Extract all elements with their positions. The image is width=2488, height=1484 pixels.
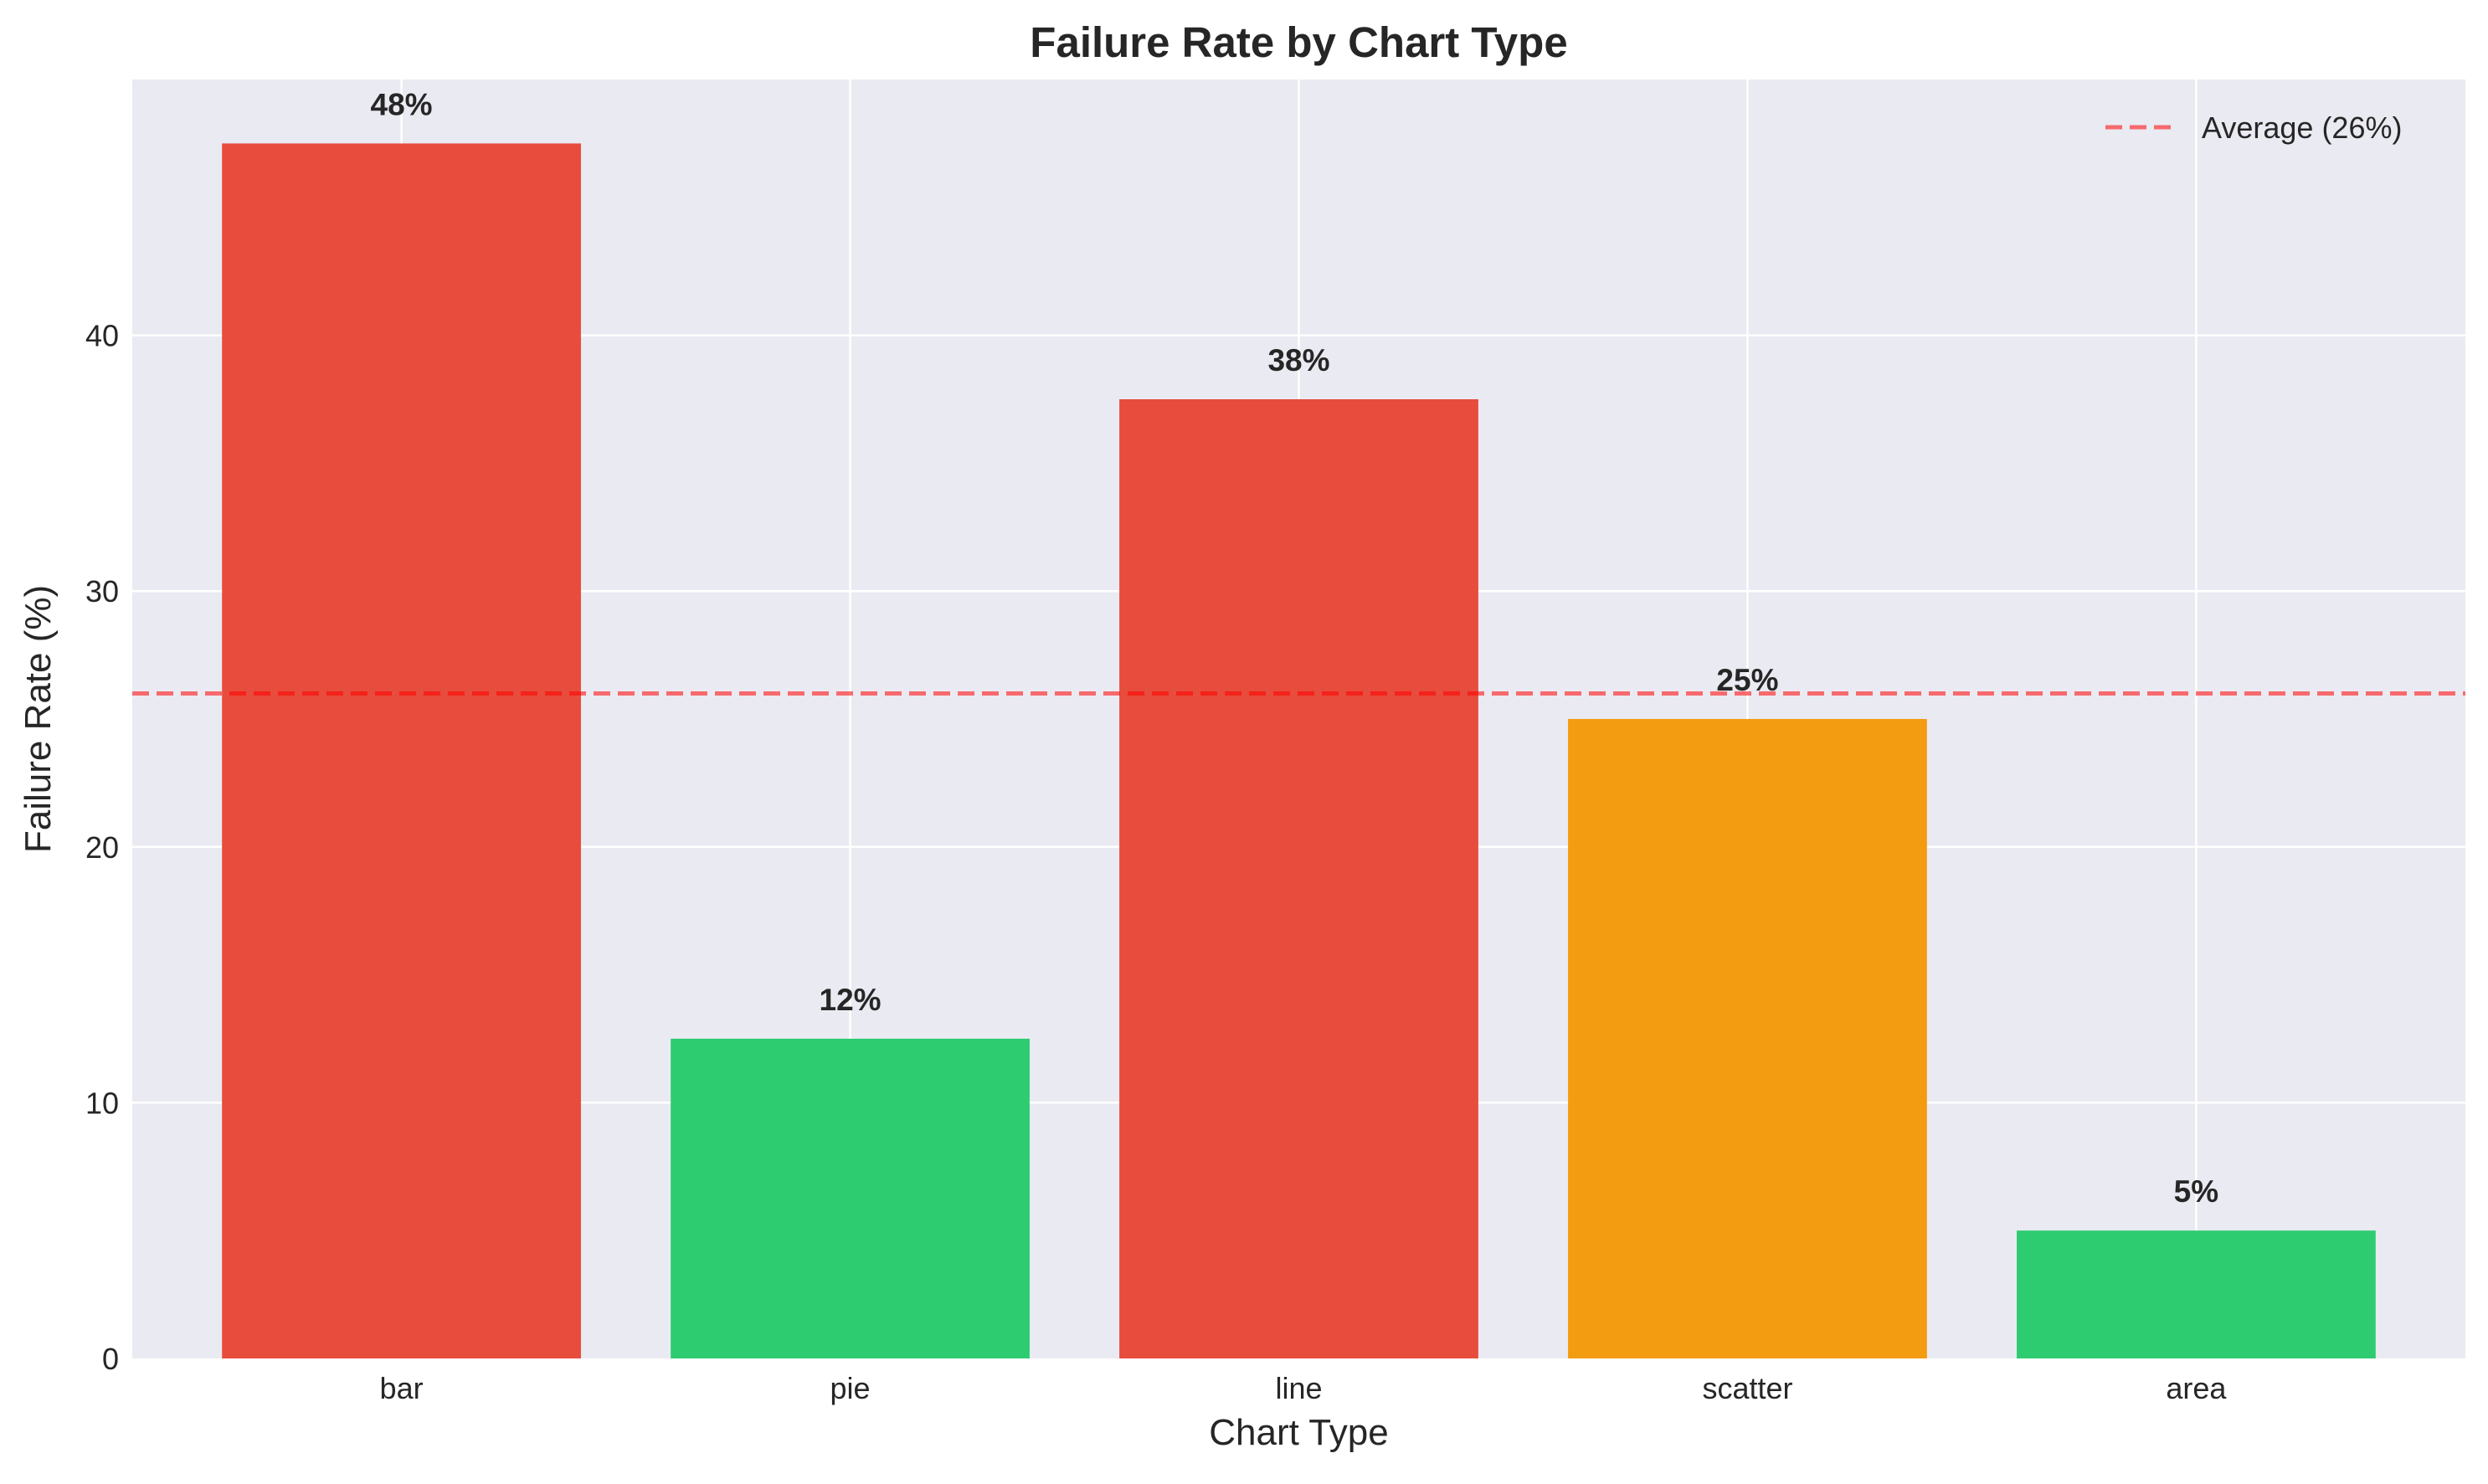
y-tick-label: 20 (85, 830, 119, 865)
data-label-line: 38% (1267, 343, 1329, 377)
x-tick-label-line: line (1275, 1371, 1322, 1405)
data-label-area: 5% (2174, 1174, 2218, 1209)
bar-line (1119, 399, 1478, 1358)
x-tick-label-area: area (2166, 1371, 2227, 1405)
y-tick-label: 30 (85, 574, 119, 608)
data-label-bar: 48% (371, 87, 433, 121)
chart-title: Failure Rate by Chart Type (1030, 18, 1567, 66)
x-tick-label-bar: bar (380, 1371, 424, 1405)
y-tick-label: 40 (85, 319, 119, 353)
y-axis-label: Failure Rate (%) (18, 585, 59, 853)
data-labels: 48% 12% 38% 25% 5% (371, 87, 2219, 1209)
y-tick-label: 0 (102, 1342, 119, 1376)
x-axis-ticks: bar pie line scatter area (380, 1371, 2228, 1405)
bars (222, 143, 2376, 1358)
bar-pie (671, 1039, 1030, 1358)
x-axis-label: Chart Type (1209, 1412, 1388, 1453)
y-axis-ticks: 0 10 20 30 40 (85, 319, 119, 1376)
bar-scatter (1568, 719, 1927, 1358)
bar-area (2017, 1230, 2376, 1358)
bar-bar (222, 143, 581, 1358)
x-tick-label-pie: pie (830, 1371, 871, 1405)
legend: Average (26%) (2105, 110, 2402, 145)
legend-label-average: Average (26%) (2202, 110, 2402, 145)
data-label-pie: 12% (820, 983, 882, 1017)
x-tick-label-scatter: scatter (1702, 1371, 1792, 1405)
data-label-scatter: 25% (1716, 663, 1778, 697)
y-tick-label: 10 (85, 1086, 119, 1120)
